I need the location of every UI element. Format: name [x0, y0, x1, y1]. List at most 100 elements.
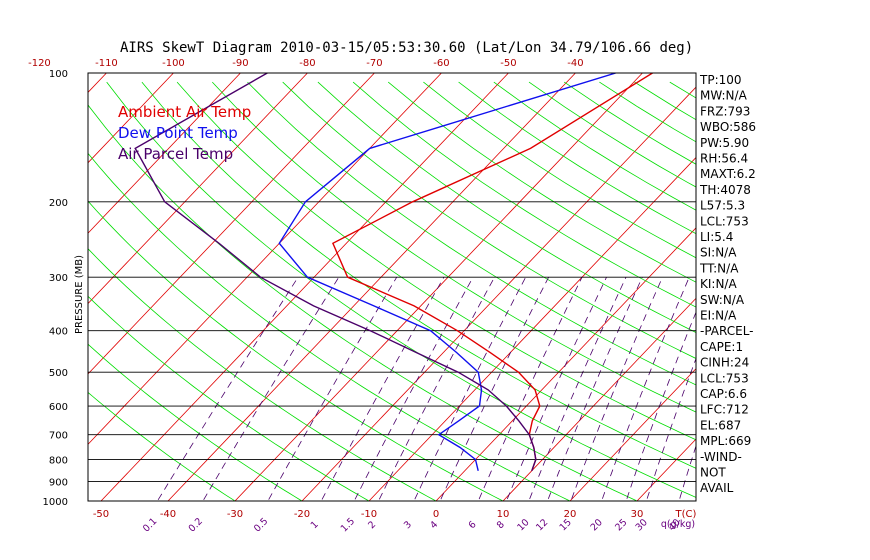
top-temp-tick-label: -60: [433, 58, 449, 69]
dry-adiabat-line: [846, 82, 870, 510]
isotherm-line: [88, 73, 442, 445]
index-item: SI:N/A: [700, 246, 737, 260]
mixing-ratio-label: 3: [402, 519, 414, 531]
isotherm-line: [301, 86, 696, 501]
legend-air-parcel: Air Parcel Temp: [118, 145, 233, 163]
mixing-ratio-line: [267, 276, 398, 501]
index-item: CINH:24: [700, 356, 749, 370]
isotherm-line: [88, 73, 308, 305]
isotherm-line: [435, 227, 696, 501]
mixing-ratio-line: [353, 277, 474, 501]
mixing-ratio-label: 1.5: [339, 516, 357, 534]
dry-adiabat-line: [493, 81, 696, 211]
index-item: AVAIL: [700, 481, 734, 495]
bottom-axis-unit: T(C): [675, 509, 697, 520]
mixing-ratio-label: 0.2: [187, 516, 205, 534]
index-item: KI:N/A: [700, 277, 737, 291]
mixing-ratio-label: 12: [534, 517, 550, 533]
index-item: LI:5.4: [700, 230, 733, 244]
mixing-ratio-unit: q(g/kg): [661, 519, 695, 530]
index-item: FRZ:793: [700, 104, 750, 118]
top-temp-tick-label: -50: [500, 58, 516, 69]
mixing-ratio-line: [505, 277, 607, 501]
pressure-tick-label: 400: [49, 327, 68, 338]
dry-adiabat-line: [212, 81, 696, 413]
mixing-ratio-line: [678, 444, 696, 501]
dry-adiabat-line: [88, 152, 571, 501]
index-item: EL:687: [700, 418, 741, 432]
dry-adiabat-line: [811, 82, 870, 510]
dry-adiabat-line: [247, 81, 696, 386]
dry-adiabat-line: [88, 248, 437, 501]
dry-adiabat-line: [88, 200, 504, 501]
mixing-ratio-line: [570, 277, 663, 501]
mixing-ratio-line: [320, 277, 445, 501]
index-item: -WIND-: [700, 450, 742, 464]
mixing-ratio-line: [378, 277, 495, 501]
dew-point-trace: [278, 73, 616, 471]
isotherm-line: [771, 73, 870, 501]
y-axis-label: PRESSURE (MB): [74, 255, 85, 334]
bottom-temp-tick-label: -40: [160, 509, 176, 520]
pressure-tick-label: 600: [49, 402, 68, 413]
bottom-temp-tick-label: 10: [497, 509, 510, 520]
index-item: -PARCEL-: [700, 324, 754, 338]
top-temp-tick-label: -40: [567, 58, 583, 69]
top-temp-tick-label: -70: [366, 58, 382, 69]
chart-title: AIRS SkewT Diagram 2010-03-15/05:53:30.6…: [120, 40, 693, 56]
index-item: NOT: [700, 466, 726, 480]
index-item: CAP:6.6: [700, 387, 747, 401]
dry-adiabat-line: [282, 81, 696, 359]
isotherm-line: [838, 73, 870, 501]
mixing-ratio-line: [202, 276, 340, 501]
isotherm-line: [88, 73, 375, 375]
isotherm-line: [636, 438, 696, 501]
pressure-tick-label: 1000: [43, 497, 68, 508]
index-item: SW:N/A: [700, 293, 745, 307]
pressure-tick-label: 200: [49, 198, 68, 209]
index-item: L57:5.3: [700, 199, 745, 213]
mixing-ratio-label: 6: [467, 519, 479, 531]
bottom-temp-tick-label: -10: [361, 509, 377, 520]
isotherm-line: [502, 297, 696, 501]
index-item: LCL:753: [700, 214, 749, 228]
legend: Ambient Air Temp Dew Point Temp Air Parc…: [118, 103, 251, 163]
index-item: TH:4078: [699, 183, 751, 197]
index-item: MPL:669: [700, 434, 751, 448]
top-temp-tick-label: -80: [299, 58, 315, 69]
pressure-tick-label: 900: [49, 477, 68, 488]
legend-dew-point: Dew Point Temp: [118, 124, 238, 142]
index-item: MAXT:6.2: [700, 167, 756, 181]
index-item: WBO:586: [700, 120, 756, 134]
dry-adiabat-line: [141, 81, 696, 469]
mixing-ratio-line: [477, 277, 583, 501]
isotherm-line: [569, 368, 696, 501]
dry-adiabat-line: [423, 81, 696, 259]
index-item: PW:5.90: [700, 136, 749, 150]
top-temp-tick-label: -100: [162, 58, 185, 69]
isotherm-line: [88, 73, 174, 164]
dry-adiabat-line: [176, 81, 696, 441]
dry-adiabat-line: [88, 391, 236, 501]
dry-adiabat-line: [106, 81, 696, 498]
mixing-ratio-label: 0.5: [252, 516, 270, 534]
bottom-temp-tick-label: -20: [294, 509, 310, 520]
air-parcel-trace: [134, 73, 537, 472]
isotherm-line: [88, 73, 241, 234]
top-temp-tick-label: -120: [28, 58, 51, 69]
bottom-temp-tick-label: -50: [93, 509, 109, 520]
dry-adiabat-line: [352, 81, 696, 308]
pressure-tick-label: 800: [49, 456, 68, 467]
mixing-ratio-label: 25: [613, 517, 629, 533]
isotherm-line: [0, 73, 39, 501]
dry-adiabat-line: [88, 104, 639, 501]
dry-adiabat-line: [387, 81, 696, 283]
dry-adiabat-line: [634, 81, 696, 121]
index-item: CAPE:1: [700, 340, 743, 354]
bottom-temp-tick-label: 30: [631, 509, 644, 520]
top-temp-tick-label: -90: [232, 58, 248, 69]
index-item: EI:N/A: [700, 309, 737, 323]
plot-frame: [87, 72, 697, 502]
isotherm-line: [100, 73, 509, 501]
